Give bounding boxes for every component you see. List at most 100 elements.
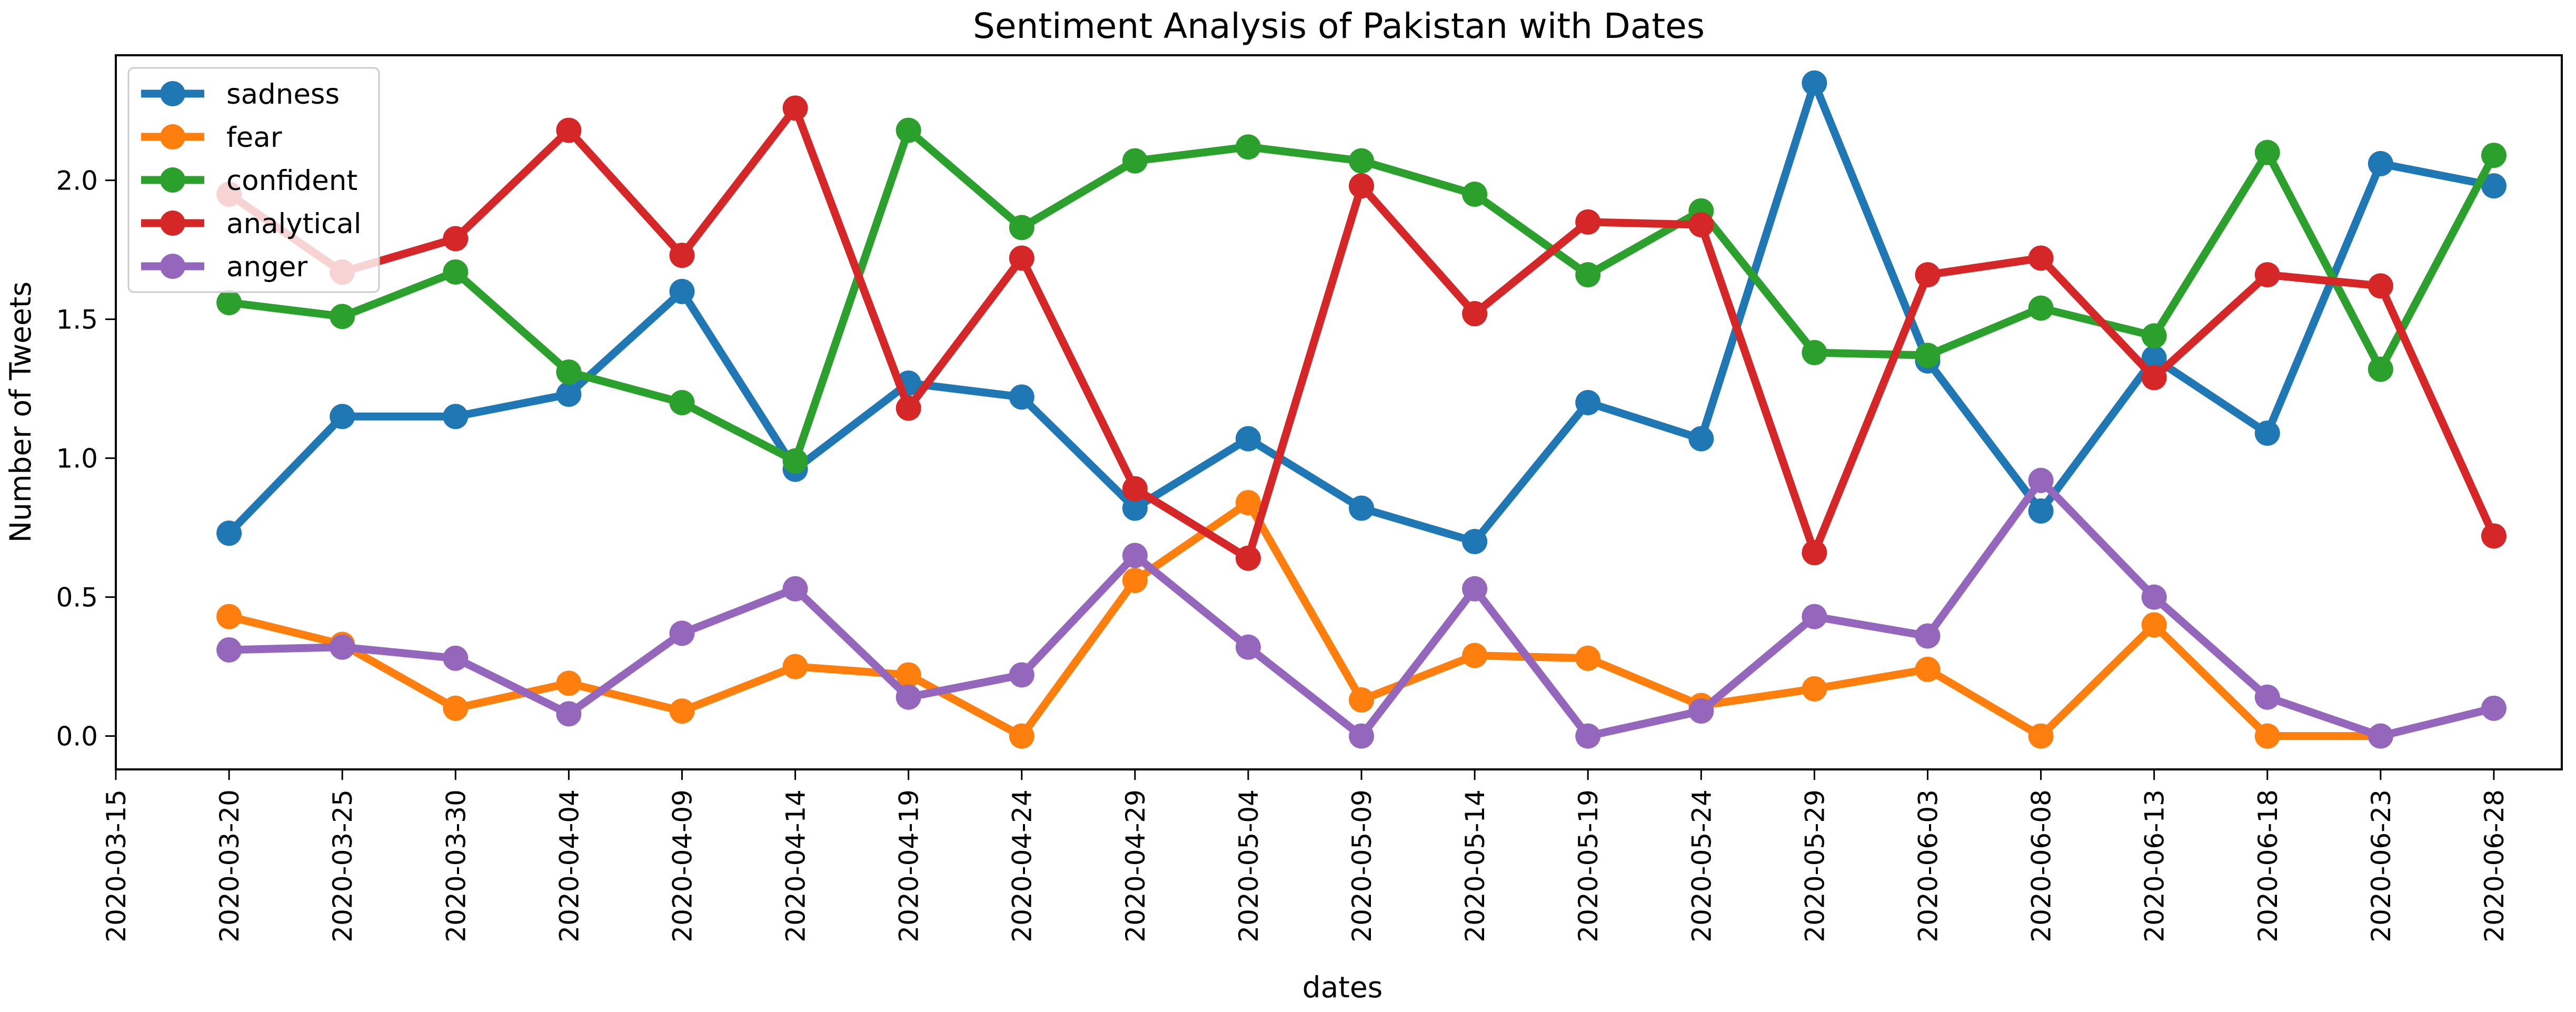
data-point [1349, 687, 1375, 713]
data-point [896, 395, 921, 421]
data-point [2481, 695, 2507, 721]
data-point [2141, 345, 2167, 371]
x-tick-label: 2020-04-19 [894, 789, 924, 943]
data-point [2368, 151, 2393, 176]
data-point [1575, 209, 1601, 235]
data-point [2254, 139, 2280, 165]
x-tick-label: 2020-03-20 [214, 789, 245, 943]
data-point [1915, 262, 1941, 288]
data-point [216, 520, 242, 546]
legend-box [127, 67, 380, 293]
legend-marker [160, 81, 185, 106]
data-point [1802, 339, 1827, 365]
y-tick-label: 2.0 [56, 166, 98, 196]
data-point [330, 304, 355, 329]
x-tick-label: 2020-06-08 [2026, 789, 2057, 943]
data-point [2368, 273, 2393, 299]
data-point [1349, 148, 1375, 174]
data-point [556, 359, 582, 385]
data-point [669, 698, 695, 724]
data-point [1688, 426, 1714, 452]
data-point [330, 634, 355, 660]
x-tick-label: 2020-04-24 [1007, 789, 1038, 943]
data-point [443, 226, 469, 252]
data-point [1915, 623, 1941, 649]
data-point [1009, 215, 1035, 241]
data-point [2368, 723, 2393, 749]
data-point [669, 390, 695, 416]
x-tick-label: 2020-06-28 [2479, 789, 2510, 943]
x-tick-label: 2020-06-23 [2366, 789, 2396, 943]
legend-entry: sadness [226, 78, 340, 111]
data-point [1575, 390, 1601, 416]
data-point [2481, 143, 2507, 168]
data-point [896, 684, 921, 710]
data-point [782, 576, 808, 602]
data-point [1235, 426, 1261, 452]
data-point [443, 695, 469, 721]
data-point [1009, 245, 1035, 271]
legend-entry: anger [226, 251, 307, 283]
data-point [1122, 495, 1148, 521]
data-point [556, 117, 582, 143]
data-point [1802, 676, 1827, 702]
legend-entry: confident [226, 165, 357, 197]
data-point [1235, 545, 1261, 571]
data-point [2141, 323, 2167, 349]
legend-entry: fear [226, 122, 282, 154]
x-tick-label: 2020-06-18 [2253, 789, 2283, 943]
data-point [216, 289, 242, 315]
data-point [1462, 182, 1488, 207]
data-point [1122, 567, 1148, 593]
x-tick-label: 2020-05-24 [1686, 789, 1717, 943]
data-point [1462, 301, 1488, 327]
data-point [2254, 684, 2280, 710]
data-point [2028, 498, 2054, 524]
data-point [556, 701, 582, 727]
axes-layer: 2020-03-15 2020-03-20 2020-03-25 2020-03-30… [56, 166, 2509, 943]
data-point [2254, 723, 2280, 749]
data-point [556, 670, 582, 696]
data-point [443, 404, 469, 429]
data-point [1122, 543, 1148, 568]
data-point [669, 620, 695, 646]
data-point [782, 654, 808, 679]
x-tick-label: 2020-03-25 [327, 789, 358, 943]
data-point [1915, 343, 1941, 368]
x-tick-label: 2020-05-04 [1234, 789, 1264, 943]
data-point [1802, 540, 1827, 566]
legend-marker [160, 254, 185, 279]
data-point [1462, 643, 1488, 668]
x-tick-label: 2020-04-29 [1120, 789, 1151, 943]
data-point [1349, 173, 1375, 199]
data-point [2481, 173, 2507, 199]
series-analytical [216, 95, 2507, 571]
data-point [2254, 262, 2280, 288]
chart-title: Sentiment Analysis of Pakistan with Date… [973, 6, 1705, 46]
data-point [1009, 662, 1035, 688]
data-point [896, 117, 921, 143]
data-point [443, 259, 469, 285]
data-point [216, 637, 242, 663]
data-point [1575, 645, 1601, 671]
data-point [782, 95, 808, 121]
x-axis-label: dates [1302, 970, 1383, 1004]
series-confident [216, 117, 2507, 474]
x-tick-label: 2020-04-14 [781, 789, 811, 943]
y-tick-label: 0.0 [56, 722, 98, 752]
data-point [1122, 148, 1148, 174]
data-point [1462, 576, 1488, 602]
data-point [556, 382, 582, 407]
data-point [2028, 295, 2054, 321]
data-point [1009, 384, 1035, 410]
data-point [443, 645, 469, 671]
data-point [1235, 634, 1261, 660]
data-point [1575, 723, 1601, 749]
data-point [2368, 356, 2393, 382]
legend-marker [160, 124, 185, 149]
data-point [1349, 495, 1375, 521]
series-layer [216, 70, 2507, 749]
data-point [1349, 723, 1375, 749]
